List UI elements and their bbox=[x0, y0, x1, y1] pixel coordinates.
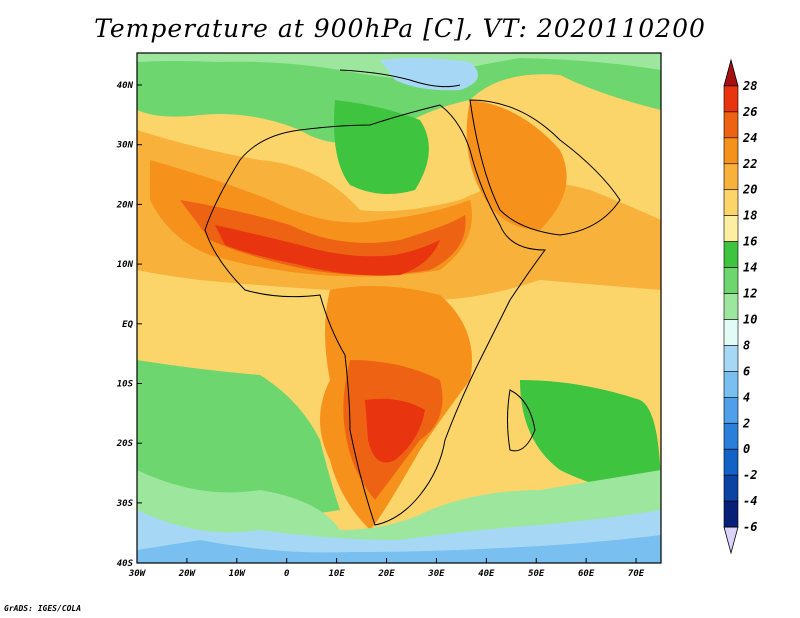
grads-credit: GrADS: IGES/COLA bbox=[4, 604, 82, 613]
lat-label: EQ bbox=[122, 320, 133, 330]
lat-label: 40N bbox=[117, 81, 134, 91]
colorbar-label: 12 bbox=[743, 287, 757, 301]
colorbar-label: 18 bbox=[743, 209, 757, 223]
colorbar-label: 20 bbox=[742, 183, 757, 197]
colorbar-label: 8 bbox=[743, 338, 750, 352]
lat-label: 40S bbox=[117, 559, 134, 569]
lat-label: 10S bbox=[117, 380, 134, 390]
lon-label: 20W bbox=[178, 569, 197, 579]
colorbar-label: 6 bbox=[743, 364, 750, 378]
colorbar-label: 2 bbox=[742, 416, 750, 430]
colorbar-label: 22 bbox=[742, 157, 757, 171]
lon-label: 40E bbox=[478, 569, 495, 579]
colorbar-label: 4 bbox=[743, 390, 750, 404]
lon-label: 70E bbox=[628, 569, 645, 579]
lat-label: 30N bbox=[116, 141, 134, 151]
coastlines bbox=[204, 69, 621, 526]
colorbar-swatch bbox=[723, 85, 739, 113]
colorbar-swatch bbox=[723, 58, 739, 87]
colorbar-swatch bbox=[723, 189, 739, 216]
colorbar-swatch bbox=[723, 474, 739, 502]
colorbar-label: 26 bbox=[742, 105, 757, 119]
colorbar-label: 16 bbox=[743, 235, 757, 249]
longitude-axis: 30W 20W 10W 0 10E 20E 30E 40E 50E 60E 70E bbox=[128, 558, 645, 579]
latitude-axis: 40N 30N 20N 10N EQ 10S 20S 30S 40S bbox=[116, 81, 142, 569]
lon-label: 60E bbox=[578, 569, 595, 579]
colorbar-swatch bbox=[723, 345, 739, 372]
colorbar-swatch bbox=[723, 397, 739, 424]
colorbar-swatch bbox=[723, 319, 739, 346]
colorbar-label: -6 bbox=[743, 520, 757, 534]
colorbar-swatch bbox=[723, 422, 739, 450]
colorbar-swatch bbox=[723, 267, 739, 294]
colorbar-label: -2 bbox=[743, 468, 757, 482]
lon-label: 50E bbox=[528, 569, 545, 579]
colorbar-label: 28 bbox=[742, 79, 757, 93]
lat-label: 30S bbox=[116, 499, 134, 509]
colorbar-swatch bbox=[723, 163, 739, 191]
colorbar-label: 24 bbox=[742, 131, 757, 145]
lon-label: 10E bbox=[328, 569, 345, 579]
colorbar-swatch bbox=[723, 241, 739, 268]
lon-label: 30W bbox=[128, 569, 147, 579]
colorbar-label: -4 bbox=[743, 494, 757, 508]
colorbar-swatch bbox=[723, 215, 739, 242]
colorbar-label: 14 bbox=[743, 261, 757, 275]
lat-label: 20S bbox=[116, 439, 134, 449]
chart-title: Temperature at 900hPa [C], VT: 202011020… bbox=[94, 14, 706, 43]
lat-label: 10N bbox=[117, 260, 134, 270]
colorbar-swatch bbox=[723, 293, 739, 320]
colorbar-label: 0 bbox=[743, 442, 750, 456]
lon-label: 20E bbox=[377, 569, 395, 579]
lat-label: 20N bbox=[116, 200, 134, 210]
colorbar-swatch bbox=[723, 137, 739, 165]
colorbar-swatch bbox=[723, 500, 739, 528]
temperature-field bbox=[137, 53, 661, 563]
lon-label: 30E bbox=[427, 569, 445, 579]
colorbar-swatch bbox=[723, 371, 739, 398]
colorbar-swatch bbox=[723, 448, 739, 476]
lon-label: 0 bbox=[284, 569, 290, 579]
map-frame bbox=[136, 52, 662, 564]
colorbar-label: 10 bbox=[743, 312, 757, 326]
colorbar-swatch bbox=[723, 111, 739, 139]
lon-label: 10W bbox=[229, 569, 247, 579]
colorbar-swatch bbox=[723, 526, 739, 555]
